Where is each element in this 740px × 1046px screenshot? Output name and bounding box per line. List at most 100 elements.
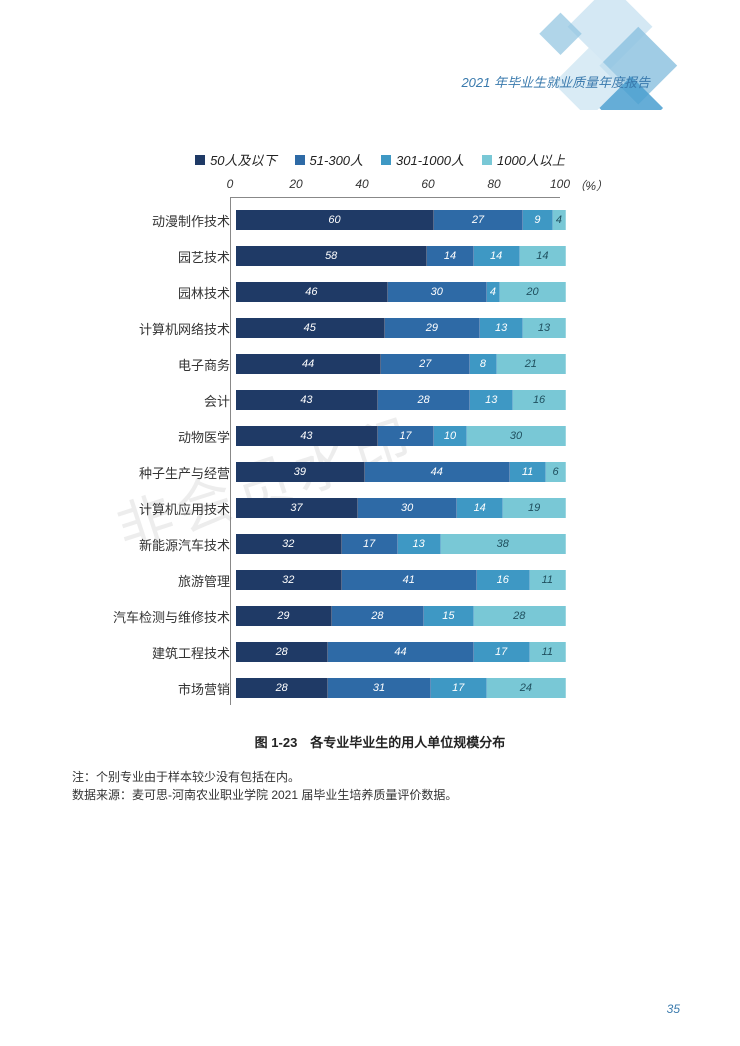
bar-segment: 21 <box>497 354 566 374</box>
legend-swatch <box>482 155 492 165</box>
x-axis: （%） 020406080100 <box>230 177 560 198</box>
x-tick: 40 <box>355 177 368 191</box>
bar-segment: 9 <box>523 210 553 230</box>
bar-segment: 30 <box>388 282 487 302</box>
bar-segment: 32 <box>236 570 342 590</box>
bar: 32411611 <box>236 570 566 590</box>
bar-segment: 28 <box>236 642 328 662</box>
x-tick: 0 <box>227 177 234 191</box>
chart-row: 旅游管理32411611 <box>100 562 660 598</box>
bar-segment: 17 <box>474 642 530 662</box>
bar-segment: 10 <box>434 426 467 446</box>
bar-segment: 6 <box>546 462 566 482</box>
bar-segment: 17 <box>378 426 434 446</box>
bar: 58141414 <box>236 246 566 266</box>
bar-segment: 28 <box>332 606 424 626</box>
chart-row: 计算机应用技术37301419 <box>100 490 660 526</box>
bar-segment: 11 <box>530 570 566 590</box>
bar-segment: 19 <box>503 498 566 518</box>
bar-segment: 17 <box>431 678 487 698</box>
bar-segment: 29 <box>385 318 481 338</box>
bar-segment: 13 <box>523 318 566 338</box>
bar: 32171338 <box>236 534 566 554</box>
legend-swatch <box>295 155 305 165</box>
row-label: 新能源汽车技术 <box>100 535 236 554</box>
legend-swatch <box>195 155 205 165</box>
x-tick: 20 <box>289 177 302 191</box>
bar-segment: 32 <box>236 534 342 554</box>
chart-row: 建筑工程技术28441711 <box>100 634 660 670</box>
bar-segment: 31 <box>328 678 430 698</box>
footnotes: 注：个别专业由于样本较少没有包括在内。 数据来源：麦可思-河南农业职业学院 20… <box>72 768 457 804</box>
legend-label: 51-300人 <box>310 150 363 169</box>
row-label: 种子生产与经营 <box>100 463 236 482</box>
bar-segment: 29 <box>236 606 332 626</box>
bar-segment: 14 <box>474 246 520 266</box>
bar-segment: 8 <box>470 354 496 374</box>
bar-segment: 16 <box>513 390 566 410</box>
bar: 43171030 <box>236 426 566 446</box>
legend-swatch <box>381 155 391 165</box>
bar-segment: 44 <box>328 642 473 662</box>
bar-segment: 45 <box>236 318 385 338</box>
bar-segment: 16 <box>477 570 530 590</box>
bar: 45291313 <box>236 318 566 338</box>
bar: 29281528 <box>236 606 566 626</box>
chart-row: 电子商务4427821 <box>100 346 660 382</box>
legend-label: 1000人以上 <box>497 150 565 169</box>
bar: 4427821 <box>236 354 566 374</box>
bar-segment: 15 <box>424 606 474 626</box>
employer-size-chart: 50人及以下 51-300人 301-1000人 1000人以上 （%） 0 20 40 6… <box>100 150 660 751</box>
bar-segment: 44 <box>365 462 510 482</box>
bar: 43281316 <box>236 390 566 410</box>
legend-item: 301-1000人 <box>381 150 464 169</box>
bar-segment: 60 <box>236 210 434 230</box>
bar-segment: 20 <box>500 282 566 302</box>
chart-row: 动漫制作技术602794 <box>100 202 660 238</box>
bar-segment: 30 <box>358 498 457 518</box>
bar-segment: 13 <box>480 318 523 338</box>
x-tick: 60 <box>421 177 434 191</box>
legend-item: 50人及以下 <box>195 150 276 169</box>
chart-row: 汽车检测与维修技术29281528 <box>100 598 660 634</box>
bar-segment: 27 <box>381 354 470 374</box>
row-label: 园林技术 <box>100 283 236 302</box>
bar-segment: 27 <box>434 210 523 230</box>
row-label: 计算机网络技术 <box>100 319 236 338</box>
bar-segment: 39 <box>236 462 365 482</box>
chart-row: 新能源汽车技术32171338 <box>100 526 660 562</box>
x-tick: 100 <box>550 177 570 191</box>
note-line-2: 数据来源：麦可思-河南农业职业学院 2021 届毕业生培养质量评价数据。 <box>72 786 457 804</box>
chart-caption: 图 1-23 各专业毕业生的用人单位规模分布 <box>100 732 660 751</box>
note-line-1: 注：个别专业由于样本较少没有包括在内。 <box>72 768 457 786</box>
report-header-title: 2021 年毕业生就业质量年度报告 <box>461 72 650 91</box>
bar-segment: 41 <box>342 570 477 590</box>
x-axis-unit: （%） <box>573 177 608 194</box>
chart-row: 市场营销28311724 <box>100 670 660 706</box>
row-label: 电子商务 <box>100 355 236 374</box>
bar-segment: 11 <box>530 642 566 662</box>
row-label: 动物医学 <box>100 427 236 446</box>
bar-segment: 43 <box>236 426 378 446</box>
bar-segment: 24 <box>487 678 566 698</box>
bar-segment: 37 <box>236 498 358 518</box>
chart-rows: 动漫制作技术602794园艺技术58141414园林技术4630420计算机网络… <box>100 202 660 706</box>
chart-legend: 50人及以下 51-300人 301-1000人 1000人以上 <box>100 150 660 169</box>
row-label: 会计 <box>100 391 236 410</box>
bar: 28311724 <box>236 678 566 698</box>
bar: 4630420 <box>236 282 566 302</box>
row-label: 市场营销 <box>100 679 236 698</box>
bar-segment: 14 <box>520 246 566 266</box>
x-tick: 80 <box>487 177 500 191</box>
legend-item: 1000人以上 <box>482 150 565 169</box>
row-label: 园艺技术 <box>100 247 236 266</box>
y-axis-line <box>230 197 231 705</box>
row-label: 动漫制作技术 <box>100 211 236 230</box>
bar-segment: 43 <box>236 390 378 410</box>
bar: 3944116 <box>236 462 566 482</box>
bar-segment: 44 <box>236 354 381 374</box>
header-decorative-squares <box>480 0 740 110</box>
bar-segment: 13 <box>398 534 441 554</box>
page-number: 35 <box>667 1002 680 1016</box>
bar-segment: 4 <box>553 210 566 230</box>
